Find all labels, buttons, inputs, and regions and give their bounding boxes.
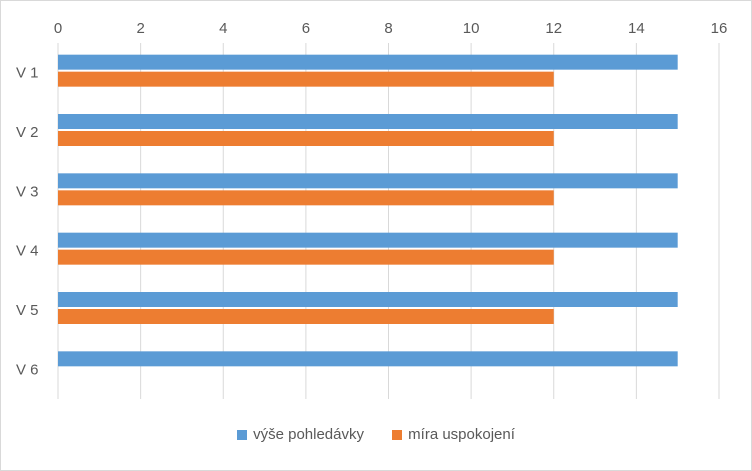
x-tick-label: 14 bbox=[628, 20, 645, 37]
bar-vyse-pohledavky bbox=[58, 232, 678, 248]
category-label: V 3 bbox=[16, 183, 39, 200]
x-tick-label: 10 bbox=[463, 20, 480, 37]
bar-chart: 0 2 4 6 8 10 12 14 16 V 1 V 2 V 3 V 4 V 5 V 6 bbox=[16, 20, 728, 399]
category-label: V 1 bbox=[16, 65, 39, 82]
category-label: V 6 bbox=[16, 361, 39, 378]
legend-item-series-1: výše pohledávky bbox=[237, 426, 364, 443]
category-label: V 2 bbox=[16, 124, 39, 141]
x-tick-label: 16 bbox=[711, 20, 728, 37]
bar-vyse-pohledavky bbox=[58, 114, 678, 129]
legend: výše pohledávky míra uspokojení bbox=[1, 426, 751, 444]
bar-vyse-pohledavky bbox=[58, 173, 678, 189]
category-label: V 4 bbox=[16, 243, 39, 260]
category-label: V 5 bbox=[16, 302, 39, 319]
legend-swatch-series-1 bbox=[237, 429, 248, 440]
x-tick-label: 4 bbox=[219, 20, 227, 37]
x-tick-label: 6 bbox=[302, 20, 310, 37]
bar-mira-uspokojeni bbox=[58, 309, 554, 324]
x-tick-label: 12 bbox=[545, 20, 562, 37]
bar-vyse-pohledavky bbox=[58, 292, 678, 307]
x-tick-label: 2 bbox=[136, 20, 144, 37]
bar-mira-uspokojeni bbox=[58, 131, 554, 146]
bars bbox=[58, 54, 678, 367]
bar-mira-uspokojeni bbox=[58, 249, 554, 265]
x-tick-label: 0 bbox=[54, 20, 62, 37]
bar-mira-uspokojeni bbox=[58, 190, 554, 206]
y-axis-categories: V 1 V 2 V 3 V 4 V 5 V 6 bbox=[16, 65, 39, 379]
legend-swatch-series-2 bbox=[392, 429, 403, 440]
bar-vyse-pohledavky bbox=[58, 54, 678, 70]
bar-mira-uspokojeni bbox=[58, 71, 554, 87]
gridlines bbox=[57, 43, 720, 399]
x-axis-ticks: 0 2 4 6 8 10 12 14 16 bbox=[54, 20, 728, 37]
legend-item-series-2: míra uspokojení bbox=[392, 426, 515, 443]
legend-label-series-1: výše pohledávky bbox=[253, 426, 364, 443]
x-tick-label: 8 bbox=[384, 20, 392, 37]
legend-label-series-2: míra uspokojení bbox=[408, 426, 515, 443]
bar-vyse-pohledavky bbox=[58, 351, 678, 367]
